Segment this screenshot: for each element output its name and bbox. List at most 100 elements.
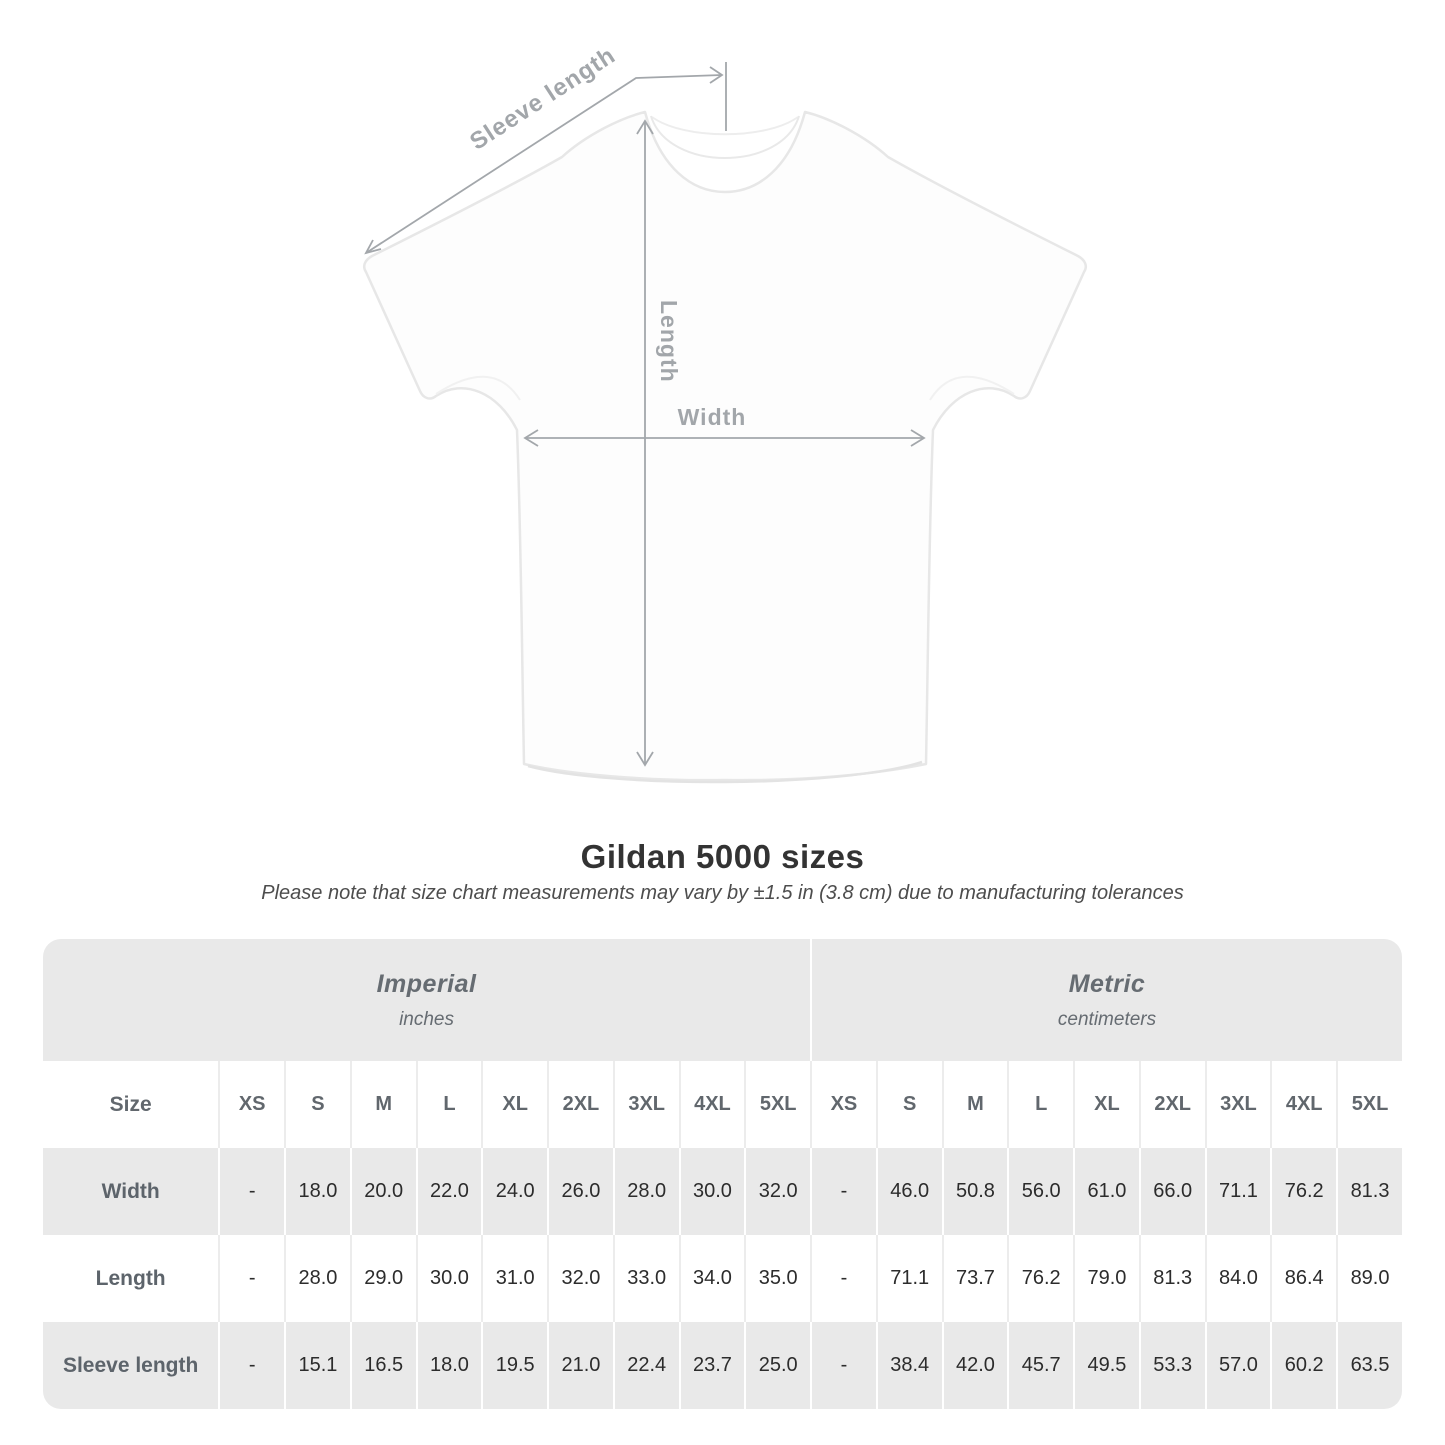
size-col-header: 5XL bbox=[744, 1061, 811, 1148]
row-label: Sleeve length bbox=[43, 1322, 219, 1409]
unit-header-row: Imperial inches Metric centimeters bbox=[43, 939, 1402, 1061]
table-cell: 81.3 bbox=[1336, 1148, 1402, 1235]
row-label: Width bbox=[43, 1148, 219, 1235]
table-cell: 22.4 bbox=[612, 1322, 679, 1409]
table-cell: 20.0 bbox=[349, 1148, 416, 1235]
size-col-header: XS bbox=[810, 1061, 876, 1148]
table-cell: 66.0 bbox=[1138, 1148, 1205, 1235]
table-cell: 23.7 bbox=[678, 1322, 745, 1409]
size-col-header: M bbox=[349, 1061, 416, 1148]
table-cell: 57.0 bbox=[1204, 1322, 1271, 1409]
size-header-row: Size XS S M L XL 2XL 3XL 4XL 5XL XS S M … bbox=[43, 1061, 1402, 1148]
table-cell: 35.0 bbox=[744, 1235, 811, 1322]
table-cell: 73.7 bbox=[941, 1235, 1008, 1322]
table-cell: - bbox=[218, 1322, 285, 1409]
unit-group-imperial: Imperial inches bbox=[43, 939, 811, 1061]
page-title: Gildan 5000 sizes bbox=[580, 838, 865, 875]
imperial-label: Imperial bbox=[376, 969, 477, 998]
table-row-sleeve-length: Sleeve length - 15.1 16.5 18.0 19.5 21.0… bbox=[43, 1322, 1402, 1409]
table-cell: 71.1 bbox=[1204, 1148, 1271, 1235]
metric-label: Metric bbox=[1068, 969, 1146, 998]
table-cell: 76.2 bbox=[1270, 1148, 1337, 1235]
table-cell: 32.0 bbox=[744, 1148, 811, 1235]
table-cell: 34.0 bbox=[678, 1235, 745, 1322]
size-col-header: 2XL bbox=[1138, 1061, 1205, 1148]
table-row-length: Length - 28.0 29.0 30.0 31.0 32.0 33.0 3… bbox=[43, 1235, 1402, 1322]
table-cell: 31.0 bbox=[481, 1235, 548, 1322]
table-cell: 71.1 bbox=[875, 1235, 942, 1322]
table-cell: 60.2 bbox=[1270, 1322, 1337, 1409]
table-cell: - bbox=[218, 1148, 285, 1235]
table-cell: 19.5 bbox=[481, 1322, 548, 1409]
metric-unit-label: centimeters bbox=[1057, 1008, 1157, 1030]
table-cell: 29.0 bbox=[349, 1235, 416, 1322]
table-cell: 18.0 bbox=[284, 1148, 350, 1235]
size-col-header: 3XL bbox=[1204, 1061, 1271, 1148]
table-cell: 30.0 bbox=[415, 1235, 482, 1322]
sleeve-length-arrow bbox=[364, 62, 727, 255]
table-cell: 18.0 bbox=[415, 1322, 482, 1409]
length-label: Length bbox=[656, 300, 682, 383]
unit-group-metric: Metric centimeters bbox=[810, 939, 1402, 1061]
table-cell: - bbox=[810, 1235, 876, 1322]
size-col-header: 4XL bbox=[678, 1061, 745, 1148]
size-col-header: M bbox=[941, 1061, 1008, 1148]
table-cell: 16.5 bbox=[349, 1322, 416, 1409]
table-cell: 38.4 bbox=[875, 1322, 942, 1409]
table-cell: 56.0 bbox=[1007, 1148, 1074, 1235]
tshirt-silhouette bbox=[363, 110, 1087, 784]
table-cell: 89.0 bbox=[1336, 1235, 1402, 1322]
table-cell: 28.0 bbox=[612, 1148, 679, 1235]
table-cell: 30.0 bbox=[678, 1148, 745, 1235]
size-col-header: 2XL bbox=[547, 1061, 613, 1148]
size-col-header: 3XL bbox=[612, 1061, 679, 1148]
table-cell: 79.0 bbox=[1073, 1235, 1139, 1322]
table-cell: 15.1 bbox=[284, 1322, 350, 1409]
table-cell: - bbox=[810, 1148, 876, 1235]
table-cell: 86.4 bbox=[1270, 1235, 1337, 1322]
size-col-header: L bbox=[415, 1061, 482, 1148]
size-chart-table: Imperial inches Metric centimeters Size … bbox=[43, 939, 1402, 1409]
table-cell: - bbox=[218, 1235, 285, 1322]
table-cell: 63.5 bbox=[1336, 1322, 1402, 1409]
table-cell: - bbox=[810, 1322, 876, 1409]
table-row-width: Width - 18.0 20.0 22.0 24.0 26.0 28.0 30… bbox=[43, 1148, 1402, 1235]
size-header-label: Size bbox=[43, 1061, 219, 1148]
table-cell: 32.0 bbox=[547, 1235, 613, 1322]
size-col-header: XL bbox=[481, 1061, 548, 1148]
table-cell: 61.0 bbox=[1073, 1148, 1139, 1235]
page-subtitle: Please note that size chart measurements… bbox=[261, 882, 1184, 904]
table-cell: 25.0 bbox=[744, 1322, 811, 1409]
size-col-header: S bbox=[284, 1061, 350, 1148]
table-cell: 49.5 bbox=[1073, 1322, 1139, 1409]
size-col-header: XS bbox=[218, 1061, 285, 1148]
table-cell: 84.0 bbox=[1204, 1235, 1271, 1322]
size-col-header: S bbox=[875, 1061, 942, 1148]
size-col-header: 4XL bbox=[1270, 1061, 1337, 1148]
size-col-header: L bbox=[1007, 1061, 1074, 1148]
table-cell: 53.3 bbox=[1138, 1322, 1205, 1409]
size-col-header: 5XL bbox=[1336, 1061, 1402, 1148]
measurement-arrows bbox=[364, 62, 926, 767]
table-cell: 76.2 bbox=[1007, 1235, 1074, 1322]
imperial-unit-label: inches bbox=[399, 1008, 454, 1030]
table-cell: 33.0 bbox=[612, 1235, 679, 1322]
row-label: Length bbox=[43, 1235, 219, 1322]
size-col-header: XL bbox=[1073, 1061, 1139, 1148]
table-cell: 50.8 bbox=[941, 1148, 1008, 1235]
table-cell: 45.7 bbox=[1007, 1322, 1074, 1409]
width-label: Width bbox=[678, 404, 747, 430]
table-cell: 46.0 bbox=[875, 1148, 942, 1235]
table-cell: 81.3 bbox=[1138, 1235, 1205, 1322]
width-arrow bbox=[523, 429, 926, 447]
table-cell: 26.0 bbox=[547, 1148, 613, 1235]
tshirt-measurement-diagram: Sleeve length Length Width bbox=[363, 42, 1087, 784]
table-cell: 28.0 bbox=[284, 1235, 350, 1322]
length-arrow bbox=[636, 119, 654, 767]
table-cell: 24.0 bbox=[481, 1148, 548, 1235]
tshirt-image: Sleeve length Length Width bbox=[363, 42, 1087, 784]
table-cell: 42.0 bbox=[941, 1322, 1008, 1409]
table-cell: 21.0 bbox=[547, 1322, 613, 1409]
table-cell: 22.0 bbox=[415, 1148, 482, 1235]
size-chart-table-container: Imperial inches Metric centimeters Size … bbox=[43, 939, 1402, 1409]
